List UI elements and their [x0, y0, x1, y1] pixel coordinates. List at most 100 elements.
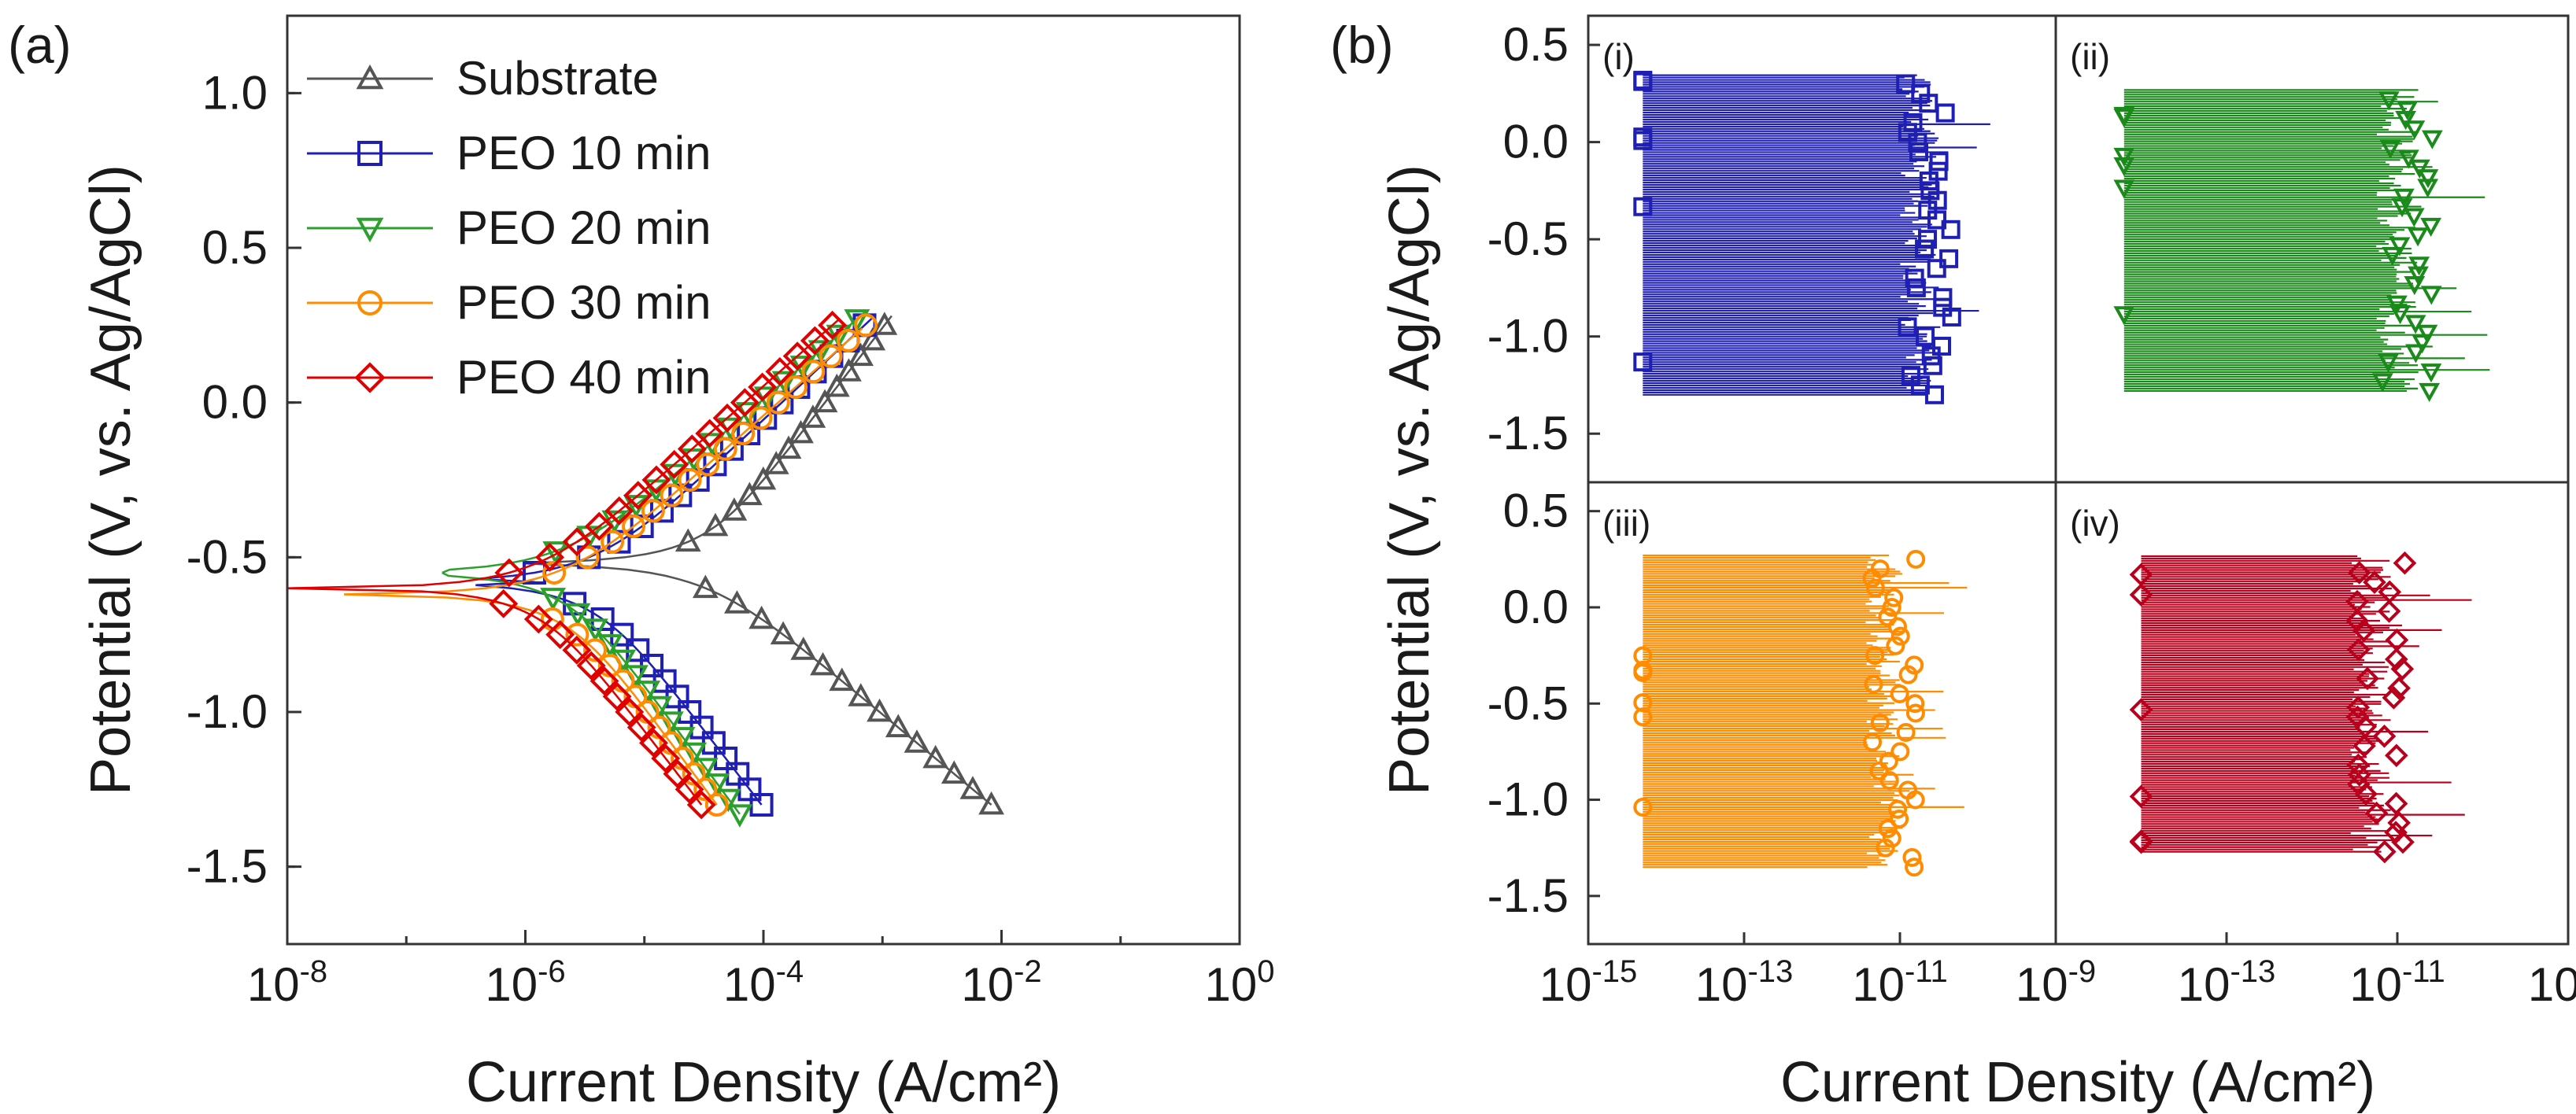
- data-point: [748, 372, 778, 402]
- subplot-ii: (ii): [2070, 36, 2490, 402]
- data-point: [836, 329, 860, 352]
- data-point: [677, 434, 707, 464]
- data-point: [2417, 179, 2439, 198]
- panel-b: (b) (i) (ii)(iii) (iv) 0.50.0-0.5-1.0-1.50…: [1330, 14, 2576, 1114]
- data-point: [2378, 353, 2399, 373]
- data-point: [1905, 694, 1925, 714]
- data-point: [1941, 219, 1961, 239]
- data-point: [1896, 74, 1916, 94]
- data-point: [535, 542, 565, 572]
- data-point: [871, 312, 898, 335]
- data-point: [622, 515, 646, 538]
- data-point: [2346, 773, 2371, 796]
- data-point: [674, 774, 704, 804]
- data-point: [2404, 315, 2426, 334]
- data-point: [1890, 626, 1910, 646]
- data-point: [626, 713, 656, 743]
- panel-b-x-tick-label: 10-13: [2178, 954, 2276, 1011]
- panel-a-legend: Substrate PEO 10 min PEO 20 min PEO 30 min P…: [307, 52, 711, 404]
- subplot-label: (iii): [1602, 503, 1650, 544]
- data-point: [2382, 246, 2404, 267]
- data-point: [562, 635, 592, 665]
- panel-a-x-tick-label: 100: [1205, 954, 1275, 1011]
- data-point: [623, 481, 653, 511]
- data-point: [2403, 208, 2425, 227]
- data-point: [2420, 286, 2442, 305]
- data-point: [2346, 753, 2371, 777]
- data-point: [2407, 227, 2429, 247]
- data-point: [1905, 703, 1925, 723]
- data-point: [818, 310, 848, 340]
- data-point: [704, 793, 729, 817]
- panel-b-y-tick-label: -0.5: [1488, 212, 1569, 265]
- data-point: [848, 683, 874, 706]
- data-point: [2363, 570, 2386, 595]
- data-point: [2387, 676, 2411, 700]
- anodic-curve: [344, 327, 863, 596]
- data-point: [651, 743, 681, 773]
- panel-a-y-axis: 1.0 0.5 0.0 -0.5 -1.0 -1.5: [187, 66, 301, 893]
- data-point: [2372, 839, 2397, 864]
- data-point: [1863, 732, 1883, 752]
- data-point: [2113, 306, 2135, 326]
- panel-b-frame: [1587, 14, 2570, 946]
- data-point: [1633, 352, 1653, 372]
- data-point: [2345, 609, 2369, 633]
- data-point: [2420, 217, 2442, 237]
- panel-b-x-axis-title: Current Density (A/cm²): [1780, 1051, 2375, 1114]
- panel-b-y-tick-label: 0.5: [1503, 18, 1569, 71]
- data-point: [770, 621, 796, 645]
- data-point: [1898, 665, 1918, 684]
- data-point: [2387, 811, 2411, 835]
- data-point: [2347, 561, 2371, 585]
- data-point: [748, 605, 775, 629]
- panel-a-y-tick-label: -1.5: [187, 840, 268, 893]
- data-point: [1888, 799, 1908, 819]
- data-point: [1932, 337, 1952, 356]
- data-point: [602, 681, 632, 711]
- data-point: [584, 511, 614, 541]
- data-point: [790, 636, 817, 660]
- data-point: [1878, 819, 1898, 839]
- legend-entry: Substrate: [307, 52, 659, 105]
- data-point: [784, 375, 808, 399]
- panel-b-y-tick-label: -1.0: [1488, 310, 1569, 363]
- panel-b-x-tick-label: 10-13: [1695, 954, 1794, 1011]
- data-point: [1933, 288, 1953, 308]
- data-point: [660, 449, 689, 479]
- data-point: [775, 435, 802, 459]
- data-point: [2113, 106, 2135, 126]
- data-point: [2404, 120, 2426, 140]
- data-point: [1908, 132, 1927, 152]
- data-point: [2113, 147, 2135, 167]
- data-point: [634, 681, 661, 704]
- data-point: [601, 529, 625, 554]
- data-point: [715, 788, 741, 813]
- data-point: [1870, 713, 1890, 732]
- noise-band: [2141, 555, 2472, 853]
- data-point: [2113, 179, 2135, 199]
- data-point: [978, 791, 1004, 815]
- data-point: [494, 558, 524, 588]
- series-peo-40-min: [286, 310, 848, 820]
- panel-a-y-axis-title: Potential (V, vs. Ag/AgCl): [79, 164, 142, 795]
- data-point: [844, 309, 870, 333]
- data-point: [823, 373, 850, 397]
- data-point: [810, 651, 836, 676]
- data-point: [1916, 326, 1935, 346]
- data-point: [639, 728, 668, 758]
- legend-marker: [357, 141, 383, 166]
- data-point: [836, 358, 862, 382]
- cathodic-curve: [286, 587, 703, 806]
- panel-b-y-tick-label: 0.5: [1503, 485, 1569, 537]
- data-point: [663, 759, 693, 789]
- data-point: [575, 545, 600, 570]
- data-point: [2372, 725, 2397, 748]
- anodic-curve: [286, 318, 841, 589]
- data-point: [1869, 761, 1889, 780]
- data-point: [763, 451, 789, 474]
- legend-label: Substrate: [456, 52, 659, 105]
- panel-a-series-layer: [286, 309, 1004, 828]
- data-point: [1898, 780, 1918, 800]
